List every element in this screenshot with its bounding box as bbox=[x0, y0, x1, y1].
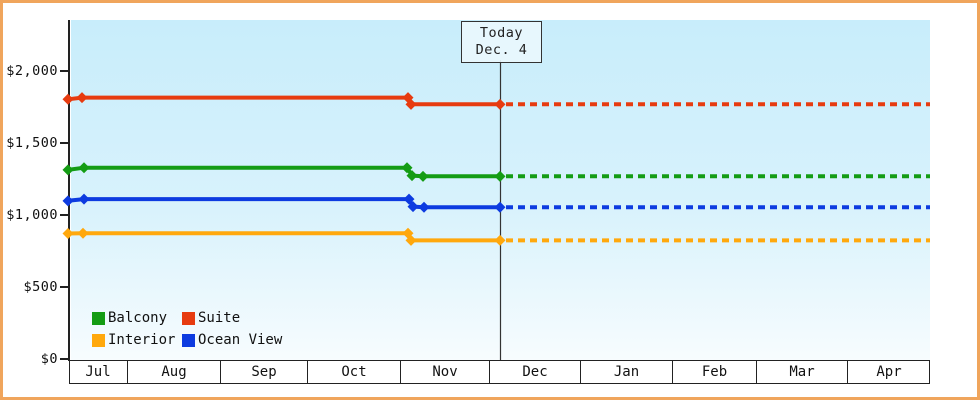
price-point-marker-balcony bbox=[78, 162, 90, 174]
y-axis-label: $0 bbox=[40, 350, 58, 367]
y-axis-label: $2,000 bbox=[6, 62, 58, 79]
today-marker-label: Today Dec. 4 bbox=[461, 21, 542, 63]
legend-swatch-icon bbox=[92, 311, 105, 325]
today-label-line1: Today bbox=[479, 25, 524, 41]
price-point-marker-ocean-view bbox=[62, 195, 74, 207]
y-axis-tick bbox=[60, 213, 68, 216]
price-point-marker-balcony bbox=[62, 164, 74, 176]
price-point-marker-interior bbox=[77, 227, 89, 239]
price-point-marker-suite bbox=[405, 98, 417, 110]
today-label-line2: Dec. 4 bbox=[475, 42, 528, 58]
legend: Balcony Suite Interior Ocean View bbox=[92, 310, 282, 348]
month-cell-oct: Oct bbox=[308, 361, 401, 383]
month-cell-nov: Nov bbox=[401, 361, 490, 383]
month-cell-feb: Feb bbox=[673, 361, 757, 383]
month-cell-aug: Aug bbox=[128, 361, 221, 383]
legend-item-ocean-view: Ocean View bbox=[182, 332, 282, 348]
price-point-marker-balcony bbox=[494, 170, 506, 182]
price-point-marker-balcony bbox=[401, 162, 413, 174]
y-axis-tick bbox=[60, 69, 68, 72]
month-cell-dec: Dec bbox=[490, 361, 581, 383]
y-axis-line bbox=[67, 20, 70, 361]
y-axis-label: $500 bbox=[23, 278, 58, 295]
month-cell-mar: Mar bbox=[757, 361, 848, 383]
legend-item-suite: Suite bbox=[182, 310, 282, 326]
legend-swatch-icon bbox=[182, 311, 195, 325]
series-line-balcony bbox=[67, 165, 500, 179]
y-axis-tick bbox=[60, 141, 68, 144]
month-cell-jul: Jul bbox=[69, 361, 128, 383]
price-point-marker-interior bbox=[494, 234, 506, 246]
price-point-marker-ocean-view bbox=[494, 201, 506, 213]
month-cell-sep: Sep bbox=[221, 361, 308, 383]
legend-label: Suite bbox=[198, 310, 241, 326]
price-point-marker-suite bbox=[494, 98, 506, 110]
series-line-interior bbox=[67, 231, 500, 243]
series-line-ocean-view bbox=[67, 197, 500, 210]
month-cell-apr: Apr bbox=[876, 364, 902, 380]
price-point-marker-balcony bbox=[406, 170, 418, 182]
legend-swatch-icon bbox=[182, 333, 195, 347]
legend-label: Interior bbox=[108, 332, 176, 348]
y-axis-tick bbox=[60, 357, 68, 360]
legend-item-interior: Interior bbox=[92, 332, 182, 348]
legend-item-balcony: Balcony bbox=[92, 310, 182, 326]
price-point-marker-suite bbox=[76, 92, 88, 104]
series-line-suite bbox=[67, 95, 500, 107]
y-axis-label: $1,500 bbox=[6, 134, 58, 151]
price-point-marker-suite bbox=[62, 93, 74, 105]
legend-label: Balcony bbox=[108, 310, 168, 326]
legend-label: Ocean View bbox=[198, 332, 283, 348]
price-point-marker-balcony bbox=[417, 170, 429, 182]
price-point-marker-ocean-view bbox=[407, 201, 419, 213]
y-axis-tick bbox=[60, 285, 68, 288]
price-point-marker-interior bbox=[62, 228, 74, 240]
y-axis-label: $1,000 bbox=[6, 206, 58, 223]
price-point-marker-interior bbox=[405, 234, 417, 246]
x-axis-month-band: Jul Aug Sep Oct Nov Dec Jan Feb Mar Apr bbox=[69, 360, 930, 384]
price-point-marker-ocean-view bbox=[78, 193, 90, 205]
legend-swatch-icon bbox=[92, 333, 105, 347]
price-point-marker-ocean-view bbox=[418, 201, 430, 213]
month-cell-jan: Jan bbox=[581, 361, 673, 383]
price-point-marker-ocean-view bbox=[403, 193, 415, 205]
